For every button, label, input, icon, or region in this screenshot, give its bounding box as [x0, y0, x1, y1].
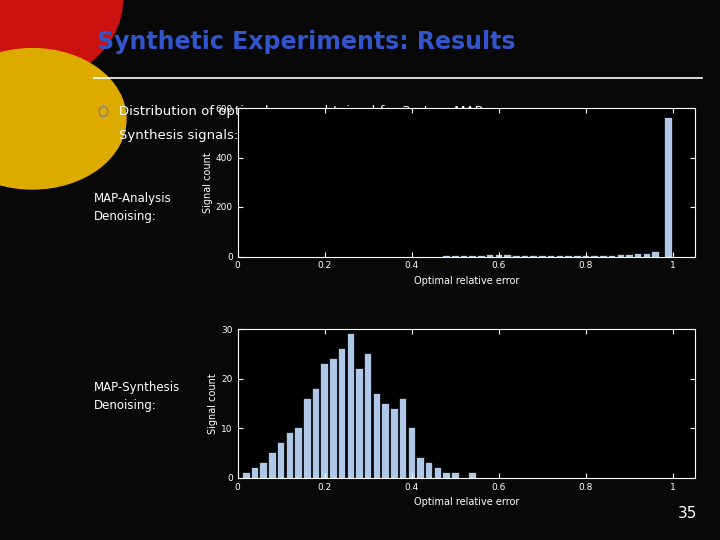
- Bar: [321, 364, 328, 478]
- Bar: [287, 433, 293, 478]
- Bar: [504, 255, 510, 256]
- Bar: [374, 394, 380, 478]
- Bar: [487, 255, 493, 256]
- Y-axis label: Signal count: Signal count: [203, 152, 212, 213]
- Bar: [400, 399, 406, 478]
- Text: Synthesis signals:: Synthesis signals:: [119, 129, 238, 141]
- Bar: [278, 443, 284, 478]
- Text: ○: ○: [97, 105, 108, 118]
- X-axis label: Optimal relative error: Optimal relative error: [413, 276, 519, 286]
- Bar: [426, 463, 433, 478]
- Bar: [348, 334, 354, 478]
- Bar: [269, 453, 276, 478]
- Bar: [382, 404, 389, 478]
- Text: MAP-Synthesis
Denoising:: MAP-Synthesis Denoising:: [94, 381, 180, 411]
- Bar: [295, 428, 302, 478]
- Bar: [339, 349, 346, 478]
- Bar: [330, 359, 337, 478]
- Bar: [261, 463, 267, 478]
- Bar: [665, 118, 672, 256]
- Bar: [652, 252, 659, 256]
- Bar: [252, 468, 258, 478]
- Bar: [356, 369, 363, 478]
- Text: Synthetic Experiments: Results: Synthetic Experiments: Results: [97, 30, 516, 53]
- Bar: [626, 254, 633, 256]
- Bar: [495, 255, 502, 256]
- Bar: [513, 255, 520, 256]
- X-axis label: Optimal relative error: Optimal relative error: [413, 497, 519, 507]
- Bar: [304, 399, 310, 478]
- Bar: [469, 473, 476, 478]
- Text: Distribution of optimal errors obtained for 3-atom MAP-: Distribution of optimal errors obtained …: [119, 105, 487, 118]
- Bar: [478, 255, 485, 256]
- Bar: [618, 255, 624, 256]
- Bar: [444, 473, 450, 478]
- Y-axis label: Signal count: Signal count: [209, 373, 218, 434]
- Bar: [417, 458, 424, 478]
- Circle shape: [0, 0, 122, 92]
- Bar: [408, 428, 415, 478]
- Bar: [312, 389, 319, 478]
- Circle shape: [0, 49, 126, 189]
- Bar: [391, 409, 397, 478]
- Bar: [644, 253, 650, 256]
- Bar: [365, 354, 372, 478]
- Bar: [243, 473, 250, 478]
- Text: 35: 35: [678, 506, 697, 521]
- Bar: [435, 468, 441, 478]
- Bar: [635, 254, 642, 256]
- Bar: [452, 473, 459, 478]
- Text: MAP-Analysis
Denoising:: MAP-Analysis Denoising:: [94, 192, 171, 222]
- Bar: [609, 255, 616, 256]
